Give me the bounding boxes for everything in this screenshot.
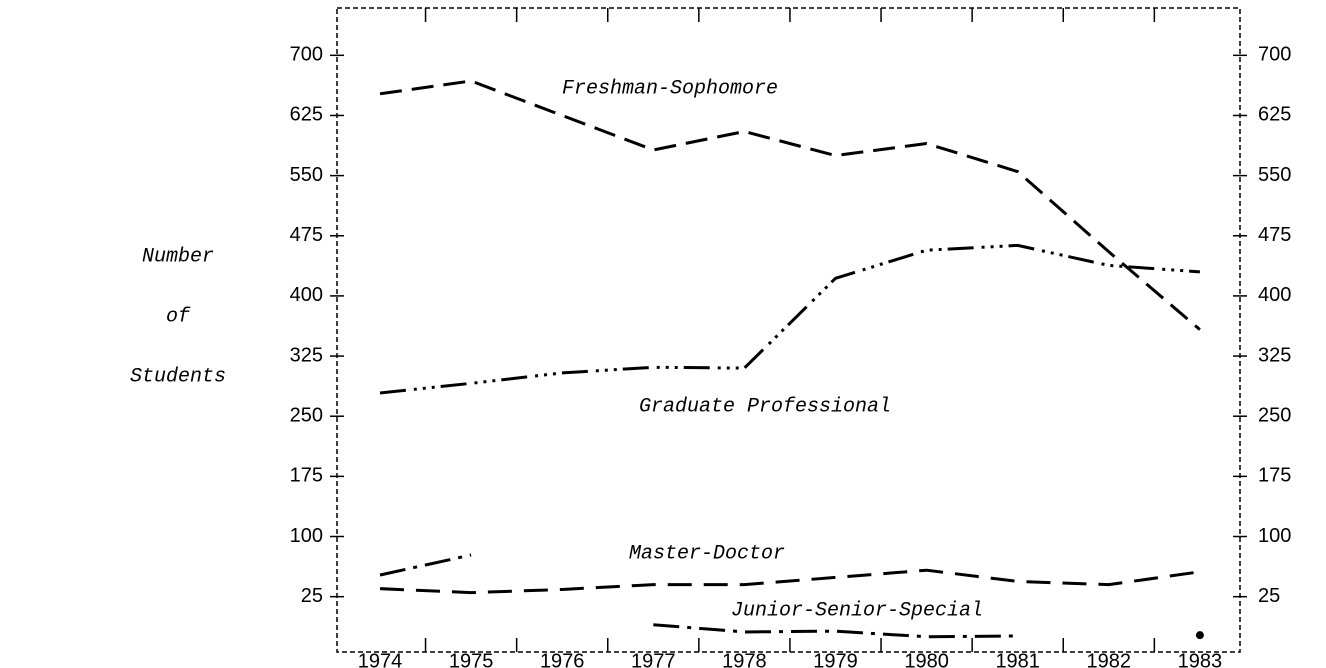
series-label: Graduate Professional xyxy=(639,395,891,418)
x-tick-label: 1983 xyxy=(1178,650,1223,668)
series-label: Junior-Senior-Special xyxy=(731,599,983,622)
y2-tick-label: 325 xyxy=(1258,344,1291,366)
y-tick-label: 325 xyxy=(290,344,323,366)
y-tick-label: 700 xyxy=(290,44,323,66)
series-line xyxy=(379,553,472,577)
x-tick-label: 1974 xyxy=(358,650,403,668)
y-tick-label: 625 xyxy=(290,104,323,126)
x-tick-label: 1982 xyxy=(1087,650,1132,668)
y-tick-label: 175 xyxy=(290,465,323,487)
y-tick-label: 250 xyxy=(290,404,323,426)
y-axis-label: Students xyxy=(130,365,226,388)
point xyxy=(1195,631,1204,640)
x-tick-label: 1976 xyxy=(540,650,585,668)
x-tick-label: 1979 xyxy=(813,650,858,668)
series-label: Master-Doctor xyxy=(629,542,785,565)
y-tick-label: 475 xyxy=(290,224,323,246)
y-tick-label: 25 xyxy=(301,585,323,607)
series-line xyxy=(379,79,1201,331)
y2-tick-label: 625 xyxy=(1258,104,1291,126)
x-tick-label: 1981 xyxy=(995,650,1040,668)
series-line xyxy=(379,243,1201,395)
x-tick-label: 1975 xyxy=(449,650,494,668)
y-axis-label: of xyxy=(166,305,191,328)
y2-tick-label: 475 xyxy=(1258,224,1291,246)
series-line xyxy=(379,568,1201,595)
y2-tick-label: 700 xyxy=(1258,44,1291,66)
y-tick-label: 100 xyxy=(290,525,323,547)
x-tick-label: 1980 xyxy=(904,650,949,668)
y-tick-label: 550 xyxy=(290,164,323,186)
plot-frame xyxy=(336,7,1241,653)
x-tick-label: 1977 xyxy=(631,650,676,668)
y2-tick-label: 550 xyxy=(1258,164,1291,186)
y2-tick-label: 400 xyxy=(1258,284,1291,306)
y-tick-label: 400 xyxy=(290,284,323,306)
y2-tick-label: 100 xyxy=(1258,525,1291,547)
y2-tick-label: 25 xyxy=(1258,585,1280,607)
series-label: Freshman-Sophomore xyxy=(562,77,778,100)
x-tick-label: 1978 xyxy=(722,650,767,668)
y2-tick-label: 175 xyxy=(1258,465,1291,487)
y2-tick-label: 250 xyxy=(1258,404,1291,426)
series-line xyxy=(653,623,1018,639)
y-axis-label: Number xyxy=(142,245,214,268)
